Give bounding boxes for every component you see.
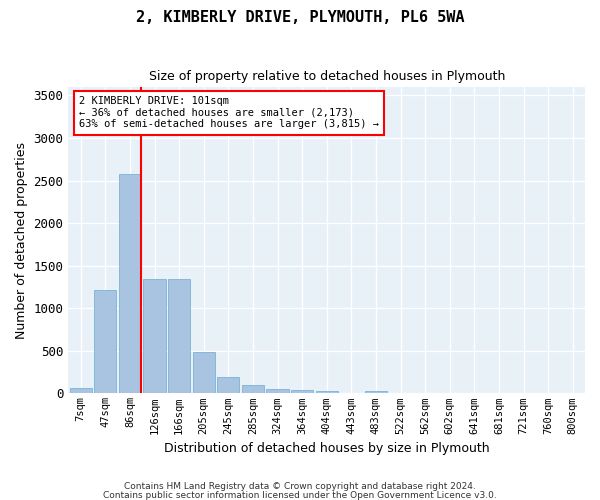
Bar — [119, 174, 141, 394]
Bar — [217, 377, 239, 394]
Bar — [242, 385, 264, 394]
Bar — [143, 280, 166, 394]
Title: Size of property relative to detached houses in Plymouth: Size of property relative to detached ho… — [149, 70, 505, 83]
Bar — [94, 290, 116, 394]
Bar — [193, 352, 215, 394]
Bar — [316, 391, 338, 394]
X-axis label: Distribution of detached houses by size in Plymouth: Distribution of detached houses by size … — [164, 442, 490, 455]
Bar — [266, 389, 289, 394]
Bar — [365, 391, 387, 394]
Text: 2 KIMBERLY DRIVE: 101sqm
← 36% of detached houses are smaller (2,173)
63% of sem: 2 KIMBERLY DRIVE: 101sqm ← 36% of detach… — [79, 96, 379, 130]
Bar — [70, 388, 92, 394]
Bar — [291, 390, 313, 394]
Bar — [168, 280, 190, 394]
Text: Contains HM Land Registry data © Crown copyright and database right 2024.: Contains HM Land Registry data © Crown c… — [124, 482, 476, 491]
Text: 2, KIMBERLY DRIVE, PLYMOUTH, PL6 5WA: 2, KIMBERLY DRIVE, PLYMOUTH, PL6 5WA — [136, 10, 464, 25]
Y-axis label: Number of detached properties: Number of detached properties — [15, 142, 28, 338]
Text: Contains public sector information licensed under the Open Government Licence v3: Contains public sector information licen… — [103, 490, 497, 500]
